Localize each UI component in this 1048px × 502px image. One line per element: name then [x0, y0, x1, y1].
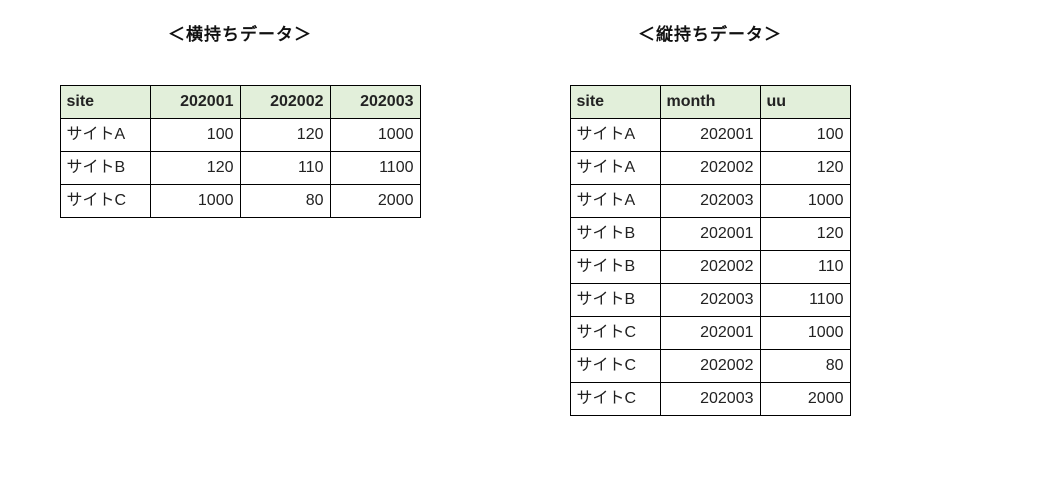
- col-header-month: month: [660, 86, 760, 119]
- cell-month: 202003: [660, 383, 760, 416]
- cell-site: サイトC: [570, 383, 660, 416]
- cell-value: 80: [240, 185, 330, 218]
- table-row: サイトA 100 120 1000: [60, 119, 420, 152]
- cell-value: 1000: [330, 119, 420, 152]
- cell-month: 202002: [660, 152, 760, 185]
- layout-container: ＜横持ちデータ＞ site 202001 202002 202003 サイトA …: [40, 20, 1008, 416]
- col-header-uu: uu: [760, 86, 850, 119]
- col-header-202001: 202001: [150, 86, 240, 119]
- table-row: サイトC 202002 80: [570, 350, 850, 383]
- cell-site: サイトC: [570, 317, 660, 350]
- cell-month: 202001: [660, 119, 760, 152]
- cell-site: サイトC: [60, 185, 150, 218]
- cell-value: 1000: [150, 185, 240, 218]
- cell-value: 1100: [330, 152, 420, 185]
- long-table: site month uu サイトA 202001 100 サイトA 20200…: [570, 85, 851, 416]
- col-header-202003: 202003: [330, 86, 420, 119]
- table-row: サイトB 202002 110: [570, 251, 850, 284]
- cell-uu: 1000: [760, 185, 850, 218]
- cell-site: サイトA: [570, 119, 660, 152]
- wide-panel: ＜横持ちデータ＞ site 202001 202002 202003 サイトA …: [40, 20, 440, 218]
- cell-site: サイトC: [570, 350, 660, 383]
- cell-uu: 100: [760, 119, 850, 152]
- col-header-site: site: [570, 86, 660, 119]
- cell-uu: 120: [760, 152, 850, 185]
- col-header-site: site: [60, 86, 150, 119]
- cell-site: サイトB: [570, 284, 660, 317]
- cell-month: 202001: [660, 218, 760, 251]
- table-row: サイトC 202001 1000: [570, 317, 850, 350]
- cell-site: サイトA: [570, 152, 660, 185]
- cell-value: 110: [240, 152, 330, 185]
- cell-site: サイトB: [570, 251, 660, 284]
- cell-uu: 120: [760, 218, 850, 251]
- cell-value: 100: [150, 119, 240, 152]
- cell-month: 202001: [660, 317, 760, 350]
- cell-uu: 80: [760, 350, 850, 383]
- wide-title: ＜横持ちデータ＞: [168, 20, 312, 45]
- cell-uu: 110: [760, 251, 850, 284]
- table-row: サイトC 1000 80 2000: [60, 185, 420, 218]
- cell-uu: 1000: [760, 317, 850, 350]
- cell-uu: 2000: [760, 383, 850, 416]
- cell-value: 120: [240, 119, 330, 152]
- cell-site: サイトB: [60, 152, 150, 185]
- col-header-202002: 202002: [240, 86, 330, 119]
- table-header-row: site 202001 202002 202003: [60, 86, 420, 119]
- wide-table: site 202001 202002 202003 サイトA 100 120 1…: [60, 85, 421, 218]
- table-row: サイトB 120 110 1100: [60, 152, 420, 185]
- table-row: サイトA 202003 1000: [570, 185, 850, 218]
- table-row: サイトA 202002 120: [570, 152, 850, 185]
- cell-value: 2000: [330, 185, 420, 218]
- cell-site: サイトA: [570, 185, 660, 218]
- cell-month: 202003: [660, 284, 760, 317]
- cell-month: 202002: [660, 251, 760, 284]
- cell-site: サイトB: [570, 218, 660, 251]
- cell-value: 120: [150, 152, 240, 185]
- long-panel: ＜縦持ちデータ＞ site month uu サイトA 202001 100: [540, 20, 880, 416]
- long-title: ＜縦持ちデータ＞: [638, 20, 782, 45]
- cell-month: 202002: [660, 350, 760, 383]
- table-row: サイトC 202003 2000: [570, 383, 850, 416]
- table-row: サイトB 202001 120: [570, 218, 850, 251]
- table-header-row: site month uu: [570, 86, 850, 119]
- cell-uu: 1100: [760, 284, 850, 317]
- cell-site: サイトA: [60, 119, 150, 152]
- table-row: サイトB 202003 1100: [570, 284, 850, 317]
- table-row: サイトA 202001 100: [570, 119, 850, 152]
- cell-month: 202003: [660, 185, 760, 218]
